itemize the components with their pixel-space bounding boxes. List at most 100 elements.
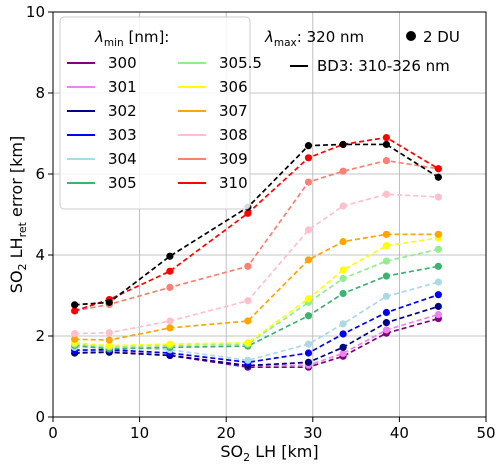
data-point [382, 230, 391, 238]
series-line [74, 265, 439, 350]
legend-label: 304 [108, 150, 137, 168]
dot-key-label: 2 DU [423, 28, 460, 46]
data-point [166, 324, 174, 332]
legend-label: 307 [219, 102, 248, 120]
data-point [244, 297, 252, 305]
x-tick-label: 0 [48, 424, 58, 442]
data-point [339, 202, 347, 210]
legend-label: 303 [108, 126, 137, 144]
data-point [382, 326, 391, 334]
data-point [304, 295, 313, 303]
y-tick-label: 8 [35, 84, 45, 102]
data-point [166, 340, 174, 348]
y-tick-label: 6 [35, 165, 45, 183]
series-306 [71, 234, 442, 350]
data-point [304, 340, 313, 348]
data-point [434, 245, 442, 253]
data-point [244, 356, 252, 364]
data-point [434, 230, 442, 238]
dot-marker-key [406, 31, 416, 41]
y-axis-label: SO2 LHret error [km] [7, 136, 29, 293]
data-point [382, 319, 391, 327]
data-point [382, 308, 391, 317]
legend-label: 305 [108, 174, 137, 192]
data-point [339, 330, 347, 338]
data-point [105, 329, 113, 337]
data-point [434, 173, 442, 181]
data-point [244, 262, 252, 270]
data-point [434, 165, 442, 173]
data-point [434, 310, 442, 319]
x-axis-label: SO2 LH [km] [220, 442, 318, 464]
axis-ticks: 0 10 20 30 40 50 0 2 4 6 8 10 [26, 3, 496, 442]
data-point [166, 267, 174, 275]
x-tick-label: 10 [130, 424, 149, 442]
legend-label: 302 [108, 102, 137, 120]
data-point [71, 301, 79, 309]
data-point [434, 193, 442, 201]
legend-title: λmin [nm]: [94, 28, 169, 49]
y-tick-label: 0 [35, 408, 45, 426]
data-point [382, 133, 391, 142]
data-point [244, 339, 252, 347]
series-line [74, 193, 439, 335]
data-point [382, 190, 391, 198]
series-line [74, 136, 439, 312]
data-point [304, 312, 313, 320]
data-point [105, 336, 113, 344]
data-point [339, 274, 347, 283]
data-point [339, 266, 347, 274]
data-point [304, 154, 313, 162]
data-point [105, 298, 113, 306]
data-point [244, 209, 252, 217]
legend-label: 305.5 [219, 54, 262, 72]
y-tick-label: 4 [35, 246, 45, 264]
data-point [304, 226, 313, 234]
legend-label: 300 [108, 54, 137, 72]
data-point [339, 289, 347, 298]
series-line [74, 281, 439, 362]
series-line [74, 248, 439, 348]
data-point [304, 256, 313, 264]
data-point [339, 343, 347, 351]
data-point [382, 242, 391, 250]
data-point [166, 283, 174, 291]
series-line [74, 143, 439, 306]
series-308 [71, 190, 442, 338]
data-point [382, 292, 391, 300]
data-point [244, 317, 252, 325]
series-line [74, 293, 439, 364]
annotations: λmax: 320 nm 2 DU BD3: 310-326 nm [264, 28, 460, 75]
x-tick-label: 40 [390, 424, 409, 442]
data-point [71, 335, 79, 343]
y-tick-label: 10 [26, 3, 45, 21]
x-tick-label: 30 [303, 424, 322, 442]
data-point [339, 167, 347, 175]
data-point [434, 291, 442, 299]
legend-label: 301 [108, 78, 137, 96]
data-point [382, 257, 391, 265]
series-line [74, 159, 439, 312]
lambda-max-label: λmax: 320 nm [264, 28, 364, 49]
series-line [74, 317, 439, 369]
data-point [166, 317, 174, 325]
x-tick-label: 20 [217, 424, 236, 442]
data-point [304, 142, 313, 150]
series-305 [71, 262, 442, 353]
data-point [339, 349, 347, 358]
data-point [382, 140, 391, 149]
series-307 [71, 230, 442, 344]
data-point [304, 178, 313, 186]
data-point [339, 238, 347, 246]
data-point [382, 272, 391, 280]
series-line [74, 237, 439, 347]
data-point [434, 262, 442, 270]
y-tick-label: 2 [35, 327, 45, 345]
legend-label: 306 [219, 78, 248, 96]
data-point [71, 329, 79, 338]
legend-label: 310 [219, 174, 248, 192]
series-line [74, 305, 439, 367]
data-point [434, 278, 442, 286]
data-point [71, 307, 79, 315]
